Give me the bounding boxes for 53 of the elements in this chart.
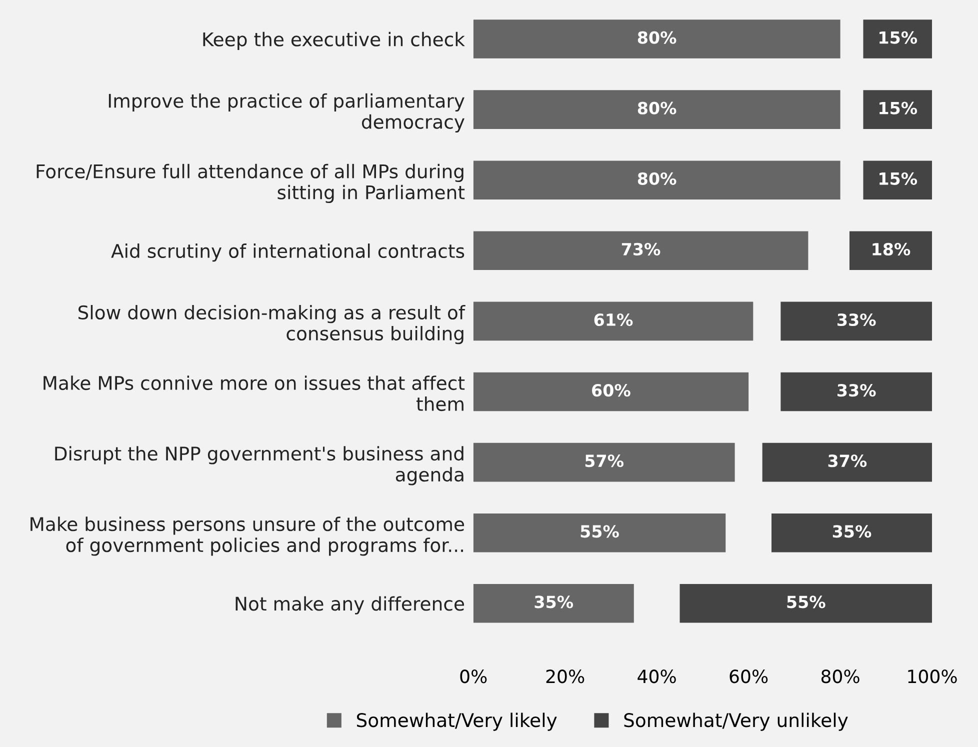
- text: 55%: [787, 596, 826, 608]
- text: 80%: [638, 31, 676, 44]
- bar: [473, 584, 634, 623]
- text: 37%: [828, 454, 867, 468]
- x-tick-label: 100%: [908, 670, 957, 684]
- bar: [780, 372, 932, 412]
- bar: [473, 20, 840, 58]
- bar: [863, 20, 932, 58]
- text: 18%: [872, 242, 910, 256]
- y-tick-label: Force/Ensure full attendance of all MPs during sitting in Parliament: [36, 164, 465, 204]
- bar: [849, 231, 932, 270]
- text: 80%: [638, 172, 676, 185]
- bar: [762, 442, 932, 482]
- text: 57%: [585, 454, 624, 468]
- bar: [473, 231, 808, 270]
- text: 15%: [880, 102, 918, 114]
- x-tick-label: 60%: [730, 670, 768, 684]
- text: 33%: [838, 313, 876, 326]
- y-tick-label: Slow down decision-making as a result of consensus building: [78, 305, 466, 344]
- y-tick-label: Keep the executive in check: [203, 32, 465, 50]
- y-tick-label: Not make any difference: [236, 596, 464, 614]
- bar: [473, 372, 749, 412]
- bar: [473, 90, 840, 129]
- bar: [680, 584, 932, 623]
- text: 73%: [622, 242, 660, 256]
- x-tick-label: 80%: [821, 670, 860, 684]
- bar: [473, 513, 726, 552]
- text: 35%: [534, 596, 574, 608]
- text: 60%: [592, 384, 630, 397]
- bar: [473, 302, 754, 341]
- text: 33%: [838, 384, 876, 397]
- text: 15%: [880, 31, 918, 44]
- bar: [863, 160, 932, 200]
- bar: [863, 90, 932, 129]
- bar: [771, 513, 932, 552]
- x-tick-label: 40%: [638, 670, 676, 684]
- y-tick-label: Aid scrutiny of international contracts: [111, 244, 464, 262]
- text: 35%: [832, 525, 872, 538]
- y-tick-label: Make business persons unsure of the outcome of government policies and programs for...: [30, 516, 464, 556]
- y-tick-label: Disrupt the NPP government's business and agenda: [55, 446, 464, 486]
- legend-label: Somewhat/Very unlikely: [624, 712, 848, 731]
- x-tick-label: 0%: [460, 670, 487, 684]
- bar: [473, 442, 735, 482]
- text: 80%: [638, 102, 676, 114]
- text: 55%: [580, 525, 619, 538]
- y-tick-label: Improve the practice of parliamentary democracy: [108, 93, 464, 133]
- bar: [780, 302, 932, 341]
- text: 15%: [880, 172, 918, 185]
- legend-label: Somewhat/Very likely: [356, 712, 557, 731]
- text: 61%: [594, 313, 633, 326]
- y-tick-label: Make MPs connive more on issues that affect them: [44, 376, 465, 412]
- bar: [473, 160, 840, 200]
- x-tick-label: 20%: [546, 670, 584, 684]
